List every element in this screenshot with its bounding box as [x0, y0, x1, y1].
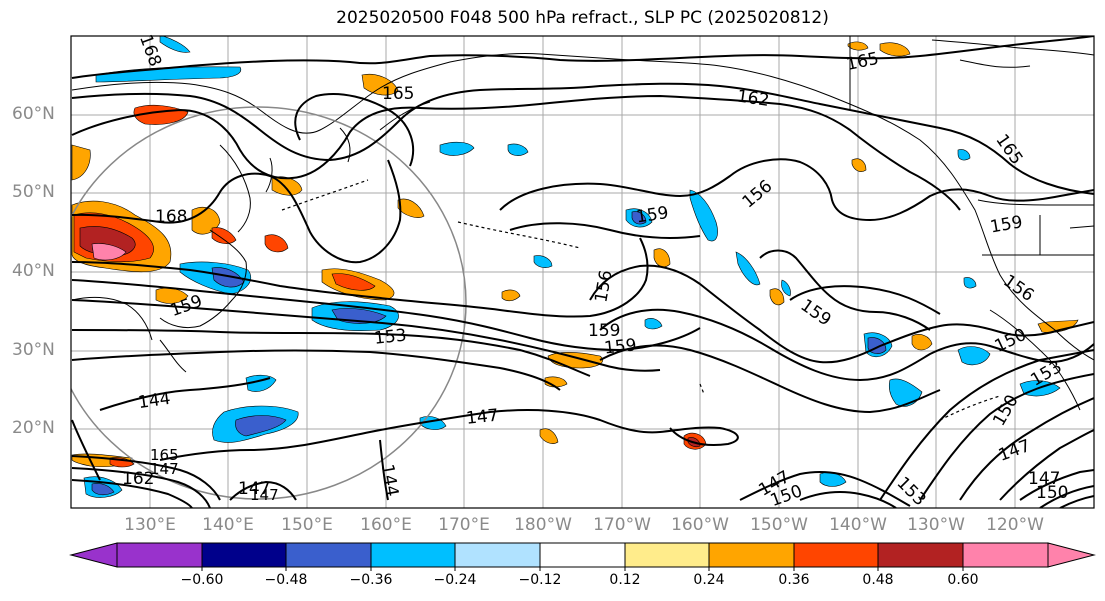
colorbar-bin: [877, 542, 964, 568]
lon-label: 160°E: [360, 515, 412, 535]
lon-label: 170°E: [438, 515, 490, 535]
lon-label: 130°E: [124, 515, 176, 535]
colorbar-tick-label: 0.48: [862, 572, 894, 588]
lon-label: 170°W: [593, 515, 651, 535]
contour-label: 165: [382, 84, 414, 104]
colorbar-bin: [370, 542, 456, 568]
colorbar-bin: [624, 542, 710, 568]
contour-label: 159: [588, 321, 620, 341]
lon-label: 120°W: [986, 515, 1044, 535]
contour-label: 165: [991, 131, 1026, 169]
colorbar-bin: [708, 542, 795, 568]
colorbar-bin: [454, 542, 541, 568]
colorbar-tick-label: 0.60: [947, 572, 979, 588]
colorbar-bin: [201, 542, 287, 568]
contour-label: 156: [739, 176, 777, 212]
contour-label: 147: [238, 479, 270, 499]
colorbar-tick-label: 0.12: [609, 572, 641, 588]
refractivity-shading: [71, 36, 1079, 498]
colorbar-extend-min: [69, 542, 118, 568]
colorbar-tick-label: 0.24: [693, 572, 725, 588]
map-title: 2025020500 F048 500 hPa refract., SLP PC…: [336, 8, 829, 28]
contour-label: 147: [250, 486, 279, 504]
contour-label: 159: [603, 335, 637, 358]
range-ring: [71, 106, 467, 500]
colorbar: [69, 542, 1096, 571]
lon-label: 150°W: [750, 515, 808, 535]
contour-label: 156: [999, 271, 1037, 306]
contour-label: 144: [137, 389, 172, 413]
colorbar-bin: [285, 542, 372, 568]
contour-label: 159: [989, 212, 1024, 237]
colorbar-tick-label: −0.12: [518, 572, 562, 588]
contour-label: 159: [635, 203, 670, 227]
colorbar-bin: [116, 542, 203, 568]
contour-label: 153: [893, 473, 930, 510]
graticule: [71, 36, 1094, 508]
colorbar-tick-label: −0.36: [349, 572, 393, 588]
contour-label: 150: [1036, 483, 1068, 503]
contour-label: 156: [591, 269, 616, 304]
lon-label: 150°E: [281, 515, 333, 535]
coastlines: [71, 36, 1094, 411]
lat-label-30n: 30°N: [12, 340, 55, 360]
lon-label: 130°W: [907, 515, 965, 535]
contour-label: 147: [150, 460, 179, 478]
colorbar-bin: [962, 542, 1049, 568]
contour-label: 144: [377, 463, 402, 498]
island-arcs: [281, 179, 1001, 421]
contour-label: 168: [155, 207, 187, 227]
colorbar-tick-label: −0.24: [433, 572, 477, 588]
contour-label: 147: [465, 406, 499, 429]
contour-label: 147: [1028, 469, 1060, 489]
contour-label: 162: [736, 87, 771, 111]
lat-label-60n: 60°N: [12, 104, 55, 124]
lat-label-20n: 20°N: [12, 418, 55, 438]
lat-label-40n: 40°N: [12, 261, 55, 281]
contour-label: 159: [797, 295, 835, 330]
contour-label: 147: [996, 436, 1033, 466]
lon-label: 140°W: [829, 515, 887, 535]
map-frame: [70, 35, 1095, 509]
colorbar-extend-max: [1047, 542, 1096, 568]
lon-label: 160°W: [671, 515, 729, 535]
colorbar-bin: [539, 542, 626, 568]
colorbar-tick-label: −0.48: [264, 572, 308, 588]
lon-label: 140°E: [202, 515, 254, 535]
colorbar-tick-label: 0.36: [778, 572, 810, 588]
colorbar-bin: [793, 542, 879, 568]
contour-label: 165: [150, 446, 179, 464]
lat-label-50n: 50°N: [12, 182, 55, 202]
lon-label: 180°W: [514, 515, 572, 535]
contour-label: 153: [373, 326, 407, 349]
height-contours: [71, 36, 1094, 508]
contour-label: 162: [122, 469, 154, 489]
colorbar-tick-label: −0.60: [180, 572, 224, 588]
